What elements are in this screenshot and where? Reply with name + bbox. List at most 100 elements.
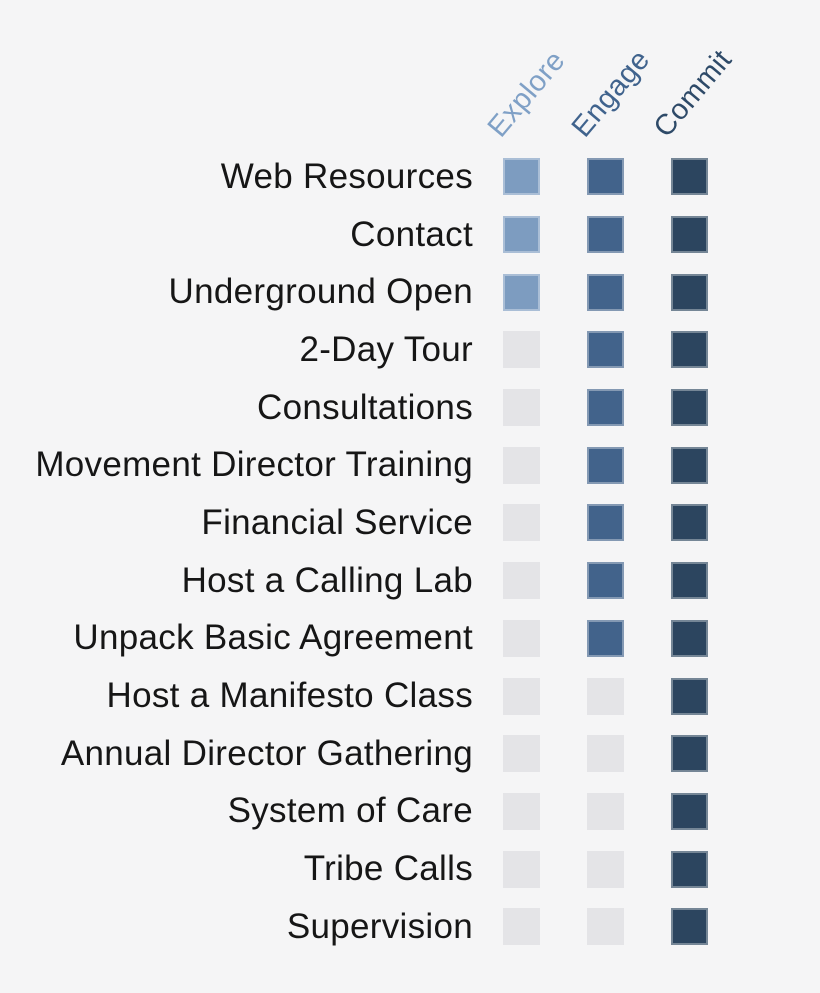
matrix-cell	[647, 840, 731, 898]
explore-included-square	[502, 158, 540, 196]
engage-included-square	[586, 504, 624, 542]
engage-included-square	[586, 216, 624, 254]
matrix-cell	[647, 898, 731, 956]
commit-included-square	[670, 677, 708, 715]
not-included-square	[502, 619, 540, 657]
not-included-square	[586, 908, 624, 946]
commit-included-square	[670, 216, 708, 254]
not-included-square	[502, 677, 540, 715]
engage-included-square	[586, 562, 624, 600]
matrix-cell	[479, 206, 563, 264]
matrix-cell	[479, 610, 563, 668]
matrix-cell	[479, 436, 563, 494]
not-included-square	[502, 735, 540, 773]
matrix-cell	[563, 667, 647, 725]
row-label: Movement Director Training	[35, 445, 473, 485]
not-included-square	[586, 850, 624, 888]
not-included-square	[502, 504, 540, 542]
matrix-cell	[479, 321, 563, 379]
matrix-cell	[563, 436, 647, 494]
matrix-cell	[479, 783, 563, 841]
column-header-commit: Commit	[647, 43, 739, 144]
commit-included-square	[670, 158, 708, 196]
matrix-cell	[647, 206, 731, 264]
commit-included-square	[670, 562, 708, 600]
matrix-cell	[647, 610, 731, 668]
matrix-cell	[563, 552, 647, 610]
column-headers: Explore Engage Commit	[0, 0, 820, 148]
not-included-square	[502, 850, 540, 888]
commit-included-square	[670, 504, 708, 542]
commit-included-square	[670, 273, 708, 311]
matrix-cell	[479, 494, 563, 552]
row-label: Unpack Basic Agreement	[73, 618, 473, 658]
matrix-cell	[647, 494, 731, 552]
not-included-square	[586, 677, 624, 715]
row-label: Underground Open	[168, 272, 473, 312]
matrix-cell	[563, 494, 647, 552]
matrix-cell	[563, 783, 647, 841]
matrix-cell	[647, 436, 731, 494]
matrix-cell	[563, 263, 647, 321]
engage-included-square	[586, 158, 624, 196]
commit-included-square	[670, 446, 708, 484]
commit-included-square	[670, 389, 708, 427]
row-label: Tribe Calls	[303, 849, 473, 889]
explore-included-square	[502, 216, 540, 254]
matrix-cell	[647, 321, 731, 379]
row-label: Host a Manifesto Class	[106, 676, 473, 716]
commit-included-square	[670, 792, 708, 830]
row-label: Host a Calling Lab	[181, 560, 473, 600]
row-label: Contact	[350, 214, 473, 254]
engage-included-square	[586, 331, 624, 369]
matrix-cell	[647, 725, 731, 783]
not-included-square	[502, 331, 540, 369]
not-included-square	[502, 389, 540, 427]
matrix-cell	[479, 840, 563, 898]
matrix-cell	[479, 552, 563, 610]
matrix-cell	[647, 667, 731, 725]
not-included-square	[586, 792, 624, 830]
row-label: Financial Service	[201, 502, 473, 542]
matrix-cell	[479, 667, 563, 725]
matrix-cell	[479, 148, 563, 206]
matrix-cell	[647, 783, 731, 841]
matrix-cell	[647, 552, 731, 610]
matrix-cell	[563, 206, 647, 264]
not-included-square	[502, 908, 540, 946]
matrix-cell	[479, 898, 563, 956]
row-label: Consultations	[257, 387, 473, 427]
engage-included-square	[586, 446, 624, 484]
commit-included-square	[670, 331, 708, 369]
not-included-square	[502, 792, 540, 830]
matrix-cell	[563, 840, 647, 898]
matrix-cell	[563, 610, 647, 668]
not-included-square	[502, 446, 540, 484]
commit-included-square	[670, 850, 708, 888]
matrix-cell	[479, 725, 563, 783]
matrix-cell	[479, 263, 563, 321]
row-label: Web Resources	[220, 156, 473, 196]
not-included-square	[502, 562, 540, 600]
column-header-explore: Explore	[481, 44, 572, 144]
engage-included-square	[586, 389, 624, 427]
row-label: System of Care	[227, 791, 473, 831]
commit-included-square	[670, 619, 708, 657]
engage-included-square	[586, 273, 624, 311]
explore-included-square	[502, 273, 540, 311]
matrix-cell	[647, 263, 731, 321]
row-label: Annual Director Gathering	[60, 733, 473, 773]
matrix-cell	[479, 379, 563, 437]
matrix-cell	[563, 321, 647, 379]
engage-included-square	[586, 619, 624, 657]
column-header-engage: Engage	[565, 43, 657, 144]
matrix-grid: Web Resources Contact Underground Open 2-Da…	[0, 148, 731, 956]
row-label: Supervision	[286, 906, 473, 946]
matrix-cell	[563, 725, 647, 783]
row-label: 2-Day Tour	[299, 329, 473, 369]
matrix-cell	[647, 379, 731, 437]
not-included-square	[586, 735, 624, 773]
matrix-cell	[563, 148, 647, 206]
commit-included-square	[670, 908, 708, 946]
